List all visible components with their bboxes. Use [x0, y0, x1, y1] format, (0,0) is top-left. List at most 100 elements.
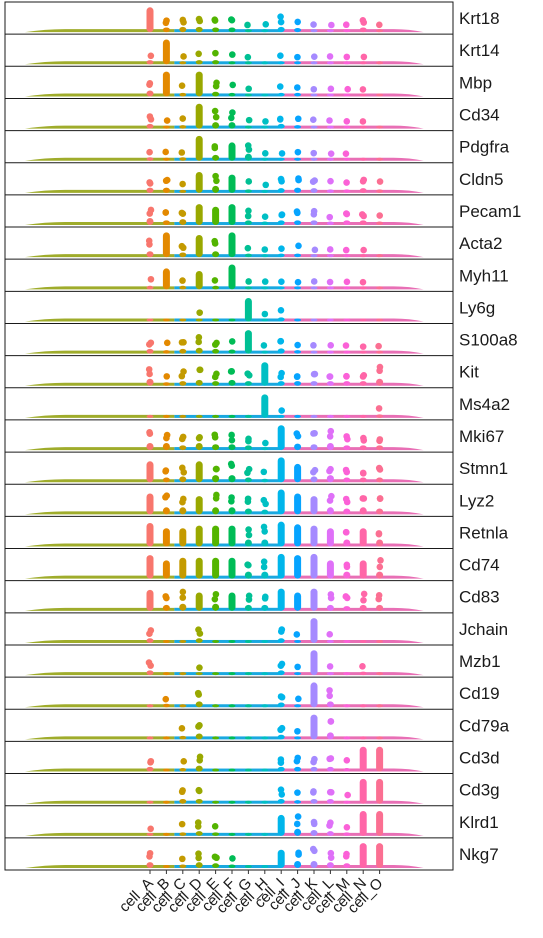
expression-pdgfra-cell_h [261, 150, 269, 161]
expression-bar [212, 285, 220, 290]
expression-point [163, 434, 170, 442]
expression-bar [277, 638, 285, 643]
ridge-band-left [25, 704, 175, 708]
x-axis-ticks [149, 870, 381, 874]
expression-mzb1-cell_a [145, 659, 154, 676]
expression-bar [376, 286, 384, 290]
expression-point [278, 211, 286, 218]
gene-strip-kit [25, 362, 424, 386]
expression-point [229, 51, 236, 58]
expression-bar [244, 253, 252, 258]
ridge-band-left [25, 93, 175, 97]
expression-krt14-cell_e [212, 49, 220, 65]
expression-mki67-cell_j [293, 430, 302, 451]
expression-jchain-cell_n [359, 639, 367, 643]
ridge-band-right [281, 768, 424, 772]
expression-bar [195, 204, 203, 226]
ridge-band-right [281, 447, 424, 451]
expression-bar [310, 476, 318, 483]
expression-bar [244, 865, 252, 868]
expression-point [162, 19, 170, 27]
expression-bar [294, 592, 302, 611]
expression-bar [277, 348, 285, 354]
ridge-band-left [25, 800, 175, 804]
expression-jchain-cell_j [293, 631, 302, 643]
expression-point [375, 405, 383, 412]
expression-point [194, 819, 202, 826]
expression-bar [294, 766, 302, 772]
expression-bar [310, 286, 318, 290]
expression-cd3d-cell_n [359, 746, 367, 772]
expression-mbp-cell_e [212, 79, 220, 97]
ridge-band-left [25, 575, 175, 579]
ridge-band-right [281, 382, 424, 386]
expression-bar [277, 489, 285, 515]
expression-bar [195, 414, 203, 418]
expression-jchain-cell_o [376, 639, 384, 643]
expression-cd3g-cell_j [294, 789, 302, 804]
expression-bar [212, 704, 220, 708]
expression-cd19-cell_j [294, 695, 302, 708]
expression-point [147, 339, 155, 347]
expression-bar [294, 286, 302, 290]
expression-lyz2-cell_d [195, 496, 203, 515]
expression-cd83-cell_j [294, 592, 302, 611]
expression-bar [179, 639, 187, 643]
expression-point [179, 115, 187, 122]
expression-jchain-cell_k [310, 618, 318, 643]
expression-acta2-cell_l [326, 246, 334, 258]
expression-bar [310, 350, 318, 354]
expression-point [178, 149, 186, 156]
expression-acta2-cell_k [310, 246, 319, 258]
expression-point [310, 85, 318, 93]
expression-myh11-cell_m [343, 278, 351, 290]
expression-bar [212, 318, 220, 322]
expression-bar [212, 475, 220, 483]
expression-bar [310, 525, 318, 547]
expression-bar [294, 463, 302, 483]
expression-bar [146, 318, 154, 322]
expression-jchain-cell_g [244, 639, 252, 643]
expression-point [293, 757, 301, 765]
expression-point [178, 820, 186, 828]
expression-point [375, 464, 383, 472]
expression-bar [244, 125, 252, 129]
expression-mbp-cell_i [276, 83, 285, 97]
expression-point [359, 278, 367, 286]
gene-strip-cd19 [25, 682, 424, 708]
expression-cldn5-cell_b [162, 176, 171, 193]
expression-cldn5-cell_h [261, 181, 270, 193]
expression-bar [343, 571, 351, 579]
expression-point [278, 150, 286, 157]
expression-bar [261, 865, 269, 868]
expression-cd79a-cell_n [359, 736, 367, 740]
expression-myh11-cell_o [376, 286, 384, 290]
expression-bar [376, 639, 384, 643]
expression-cd3d-cell_m [343, 757, 351, 772]
expression-point [228, 368, 236, 375]
expression-kit-cell_a [145, 366, 154, 386]
expression-bar [195, 461, 203, 483]
expression-point [277, 13, 284, 20]
expression-krt14-cell_h [261, 61, 269, 65]
expression-krt14-cell_l [326, 53, 334, 65]
expression-point [360, 590, 368, 598]
expression-bar [179, 704, 187, 708]
ridge-band-right [281, 125, 424, 129]
gene-strip-acta2 [25, 232, 424, 258]
expression-bar [343, 477, 351, 483]
expression-point [260, 558, 268, 565]
expression-point [228, 436, 236, 444]
expression-klrd1-cell_c [178, 820, 187, 836]
expression-bar [277, 317, 285, 322]
expression-bar [179, 381, 187, 386]
expression-cd79a-cell_j [294, 727, 302, 740]
expression-bar [376, 778, 384, 804]
expression-lyz2-cell_l [326, 492, 335, 515]
ridge-band-middle [174, 736, 282, 740]
gene-strip-mki67 [25, 425, 424, 451]
expression-bar [343, 350, 351, 354]
expression-point [196, 664, 203, 671]
ridge-band-middle [174, 254, 282, 258]
expression-point [360, 246, 367, 254]
